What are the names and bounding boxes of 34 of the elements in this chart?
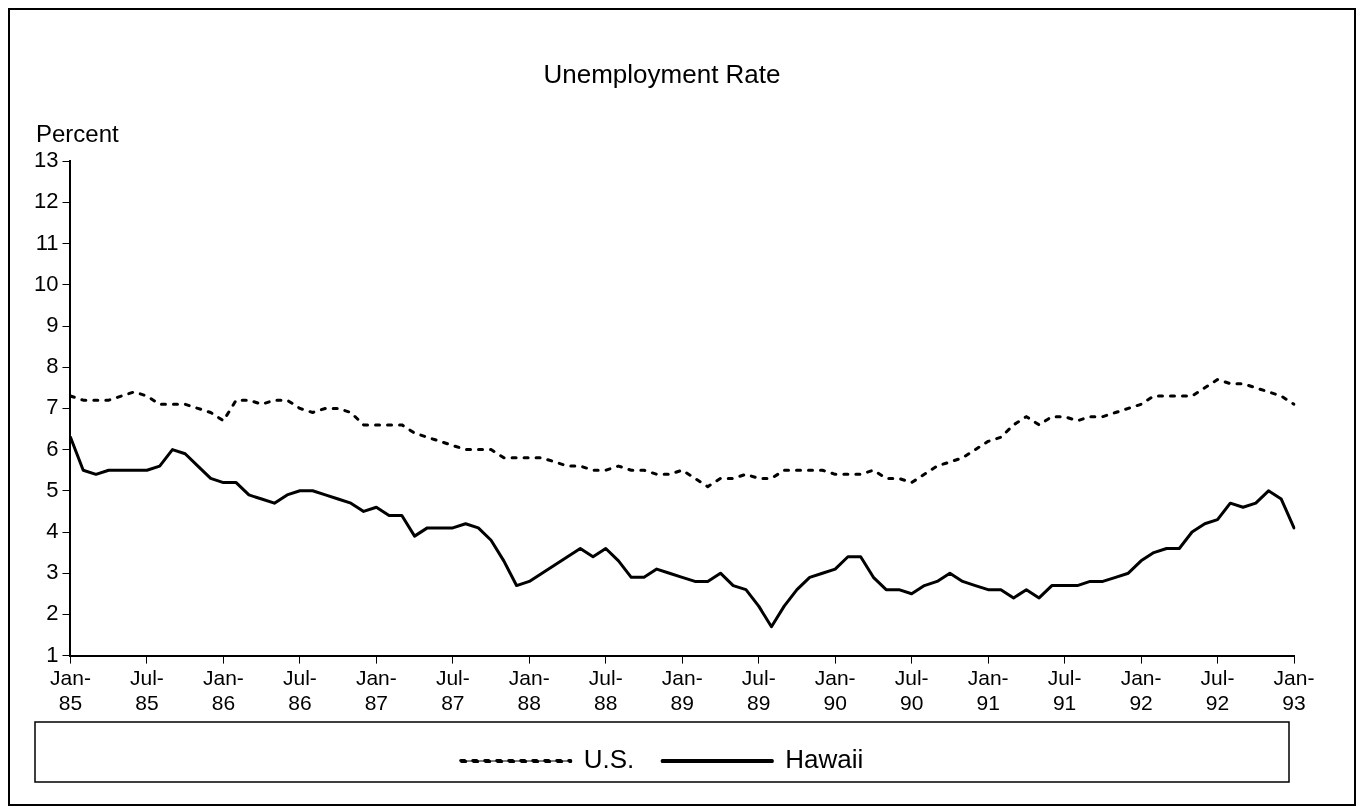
y-axis-title: Percent — [36, 119, 120, 147]
x-tick-label: Jul-86 — [282, 666, 317, 715]
y-tick-label: 11 — [35, 229, 59, 255]
y-tick-label: 13 — [33, 147, 59, 173]
x-tick-label: Jul-91 — [1047, 666, 1082, 715]
y-tick-label: 9 — [46, 312, 59, 338]
y-tick-label: 4 — [46, 518, 59, 544]
x-tick-label: Jan-88 — [508, 666, 550, 715]
chart-title: Unemployment Rate — [543, 58, 781, 89]
y-tick-label: 7 — [46, 394, 59, 420]
x-tick-label: Jul-87 — [435, 666, 470, 715]
x-tick-label: Jan-93 — [1273, 666, 1315, 715]
y-tick-label: 12 — [33, 188, 59, 214]
y-tick-label: 8 — [46, 353, 59, 379]
x-tick-label: Jul-90 — [894, 666, 929, 715]
y-tick-label: 5 — [46, 476, 59, 502]
x-tick-label: Jan-92 — [1120, 666, 1162, 715]
y-tick-label: 1 — [46, 641, 59, 667]
x-tick-label: Jan-89 — [661, 666, 703, 715]
x-tick-label: Jul-92 — [1200, 666, 1235, 715]
y-tick-label: 3 — [46, 559, 59, 585]
legend-label: Hawaii — [785, 744, 864, 775]
x-tick-label: Jul-85 — [130, 666, 164, 715]
x-tick-label: Jan-85 — [50, 666, 91, 715]
y-tick-label: 10 — [33, 270, 59, 296]
x-tick-label: Jan-86 — [202, 666, 244, 715]
y-tick-label: 6 — [46, 435, 59, 461]
x-tick-label: Jan-90 — [814, 666, 856, 715]
legend-label: U.S. — [583, 744, 635, 775]
x-tick-label: Jan-91 — [967, 666, 1009, 715]
y-tick-label: 2 — [46, 600, 59, 626]
x-tick-label: Jul-88 — [588, 666, 623, 715]
x-tick-label: Jul-89 — [741, 666, 776, 715]
x-tick-label: Jan-87 — [355, 666, 397, 715]
